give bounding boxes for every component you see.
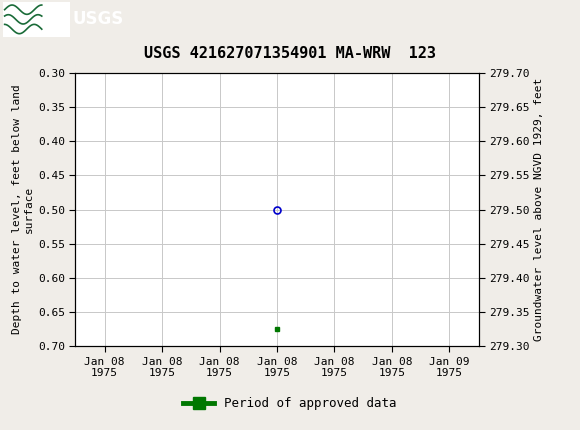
Text: USGS: USGS: [72, 10, 124, 28]
Legend: Period of approved data: Period of approved data: [178, 392, 402, 415]
Bar: [3, 2, 70, 37]
Text: USGS 421627071354901 MA-WRW  123: USGS 421627071354901 MA-WRW 123: [144, 46, 436, 61]
Y-axis label: Depth to water level, feet below land
surface: Depth to water level, feet below land su…: [12, 85, 34, 335]
Y-axis label: Groundwater level above NGVD 1929, feet: Groundwater level above NGVD 1929, feet: [534, 78, 543, 341]
